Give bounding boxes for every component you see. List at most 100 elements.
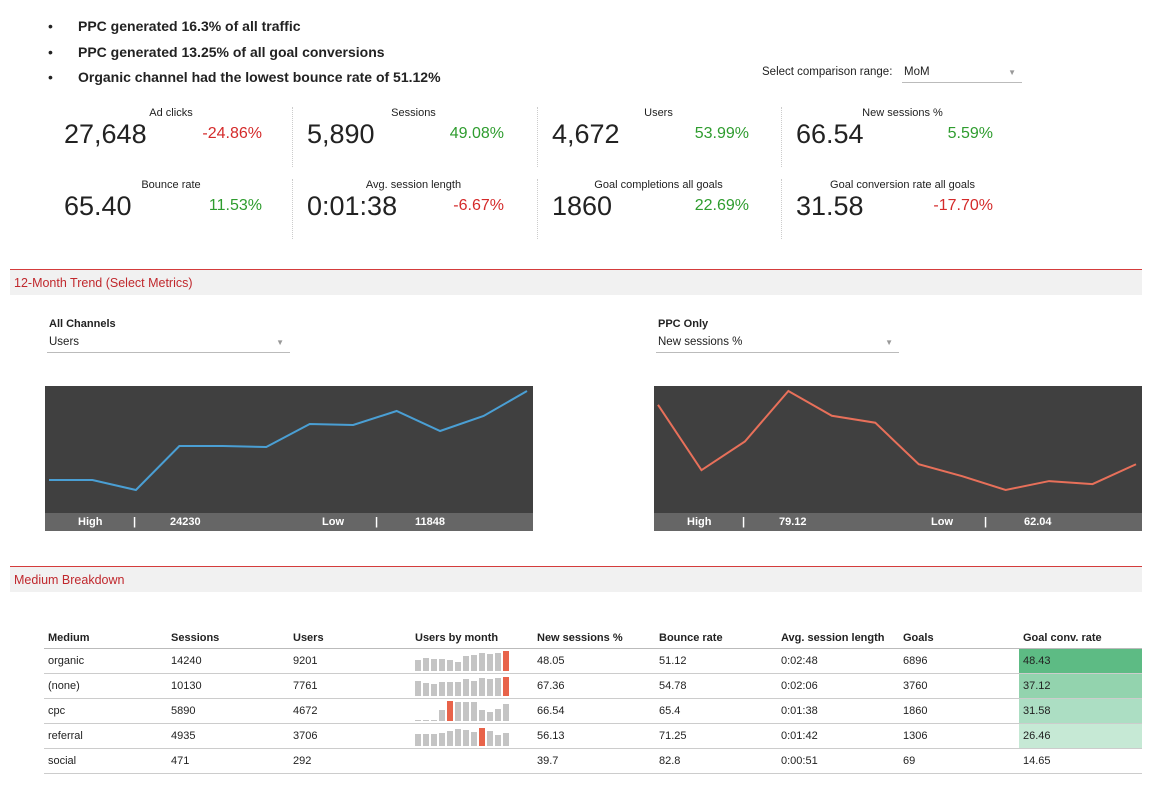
kpi-value: 0:01:38 xyxy=(307,191,398,221)
column-header[interactable]: Goals xyxy=(899,628,1019,649)
kpi-card: Ad clicks 27,648 -24.86% xyxy=(50,107,292,167)
dropdown-arrow-icon: ▼ xyxy=(885,338,893,347)
table-row: social 471 292 39.7 82.8 0:00:51 69 14.65 xyxy=(44,748,1142,774)
low-label: Low xyxy=(322,516,344,528)
comparison-value: MoM xyxy=(904,66,930,78)
ppc-only-label: PPC Only xyxy=(658,318,709,330)
kpi-change: 11.53% xyxy=(208,197,262,214)
month-bar xyxy=(415,659,421,671)
kpi-label: Bounce rate xyxy=(141,179,201,191)
table-cell: 1860 xyxy=(899,698,1019,724)
table-cell: 31.58 xyxy=(1019,698,1142,724)
kpi-change: -6.67% xyxy=(453,197,504,214)
table-cell: 82.8 xyxy=(655,748,777,774)
table-cell: 1306 xyxy=(899,723,1019,749)
metric-value: Users xyxy=(49,336,80,348)
series-line xyxy=(49,390,528,492)
month-bar xyxy=(471,655,477,671)
kpi-label: New sessions % xyxy=(862,107,943,119)
ppc-sparkline-chart: High | 79.12 Low | 62.04 xyxy=(654,386,1142,531)
kpi-label: Ad clicks xyxy=(149,107,193,119)
month-bar xyxy=(479,652,485,671)
month-bar xyxy=(463,656,469,671)
table-cell: 56.13 xyxy=(533,723,655,749)
table-cell: 0:00:51 xyxy=(777,748,899,774)
all-channels-metric-select[interactable]: Users ▼ xyxy=(47,336,290,353)
month-bar xyxy=(503,650,509,671)
month-bar xyxy=(487,654,493,671)
month-bar xyxy=(487,731,493,746)
kpi-label: Goal conversion rate all goals xyxy=(830,179,975,191)
table-cell: 471 xyxy=(167,748,289,774)
month-bar xyxy=(471,681,477,696)
month-bar xyxy=(479,709,485,721)
column-header[interactable]: Medium xyxy=(44,628,167,649)
month-bar xyxy=(439,658,445,671)
column-header[interactable]: Users xyxy=(289,628,411,649)
column-header[interactable]: Users by month xyxy=(411,628,533,649)
ppc-metric-select[interactable]: New sessions % ▼ xyxy=(656,336,899,353)
table-row: cpc 5890 4672 66.54 65.4 0:01:38 1860 31.58 xyxy=(44,698,1142,724)
kpi-value: 27,648 xyxy=(64,119,147,149)
table-cell: (none) xyxy=(44,673,167,699)
column-header[interactable]: Avg. session length xyxy=(777,628,899,649)
users-by-month-sparkbars xyxy=(411,648,533,674)
month-bar xyxy=(439,682,445,696)
table-cell: 14.65 xyxy=(1019,748,1142,774)
table-row: referral 4935 3706 56.13 71.25 0:01:42 1306 26.… xyxy=(44,723,1142,749)
month-bar xyxy=(447,700,453,721)
kpi-value: 4,672 xyxy=(552,119,620,149)
month-bar xyxy=(455,701,461,721)
column-header[interactable]: Goal conv. rate xyxy=(1019,628,1142,649)
month-bar xyxy=(503,704,509,721)
kpi-card: New sessions % 66.54 5.59% xyxy=(781,107,1023,167)
kpi-card: Sessions 5,890 49.08% xyxy=(292,107,534,167)
kpi-card: Goal conversion rate all goals 31.58 -17… xyxy=(781,179,1023,239)
table-cell: organic xyxy=(44,648,167,674)
column-header[interactable]: Sessions xyxy=(167,628,289,649)
medium-breakdown-table: Medium Sessions Users Users by month New ses… xyxy=(44,628,1142,774)
month-bar xyxy=(495,677,501,696)
insight: PPC generated 13.25% of all goal convers… xyxy=(48,40,441,66)
column-header[interactable]: Bounce rate xyxy=(655,628,777,649)
month-bar xyxy=(479,677,485,696)
chart-footer: High | 24230 Low | 11848 xyxy=(45,513,533,531)
month-bar xyxy=(455,729,461,746)
column-header[interactable]: New sessions % xyxy=(533,628,655,649)
kpi-change: 49.08% xyxy=(449,125,504,142)
table-row: organic 14240 9201 48.05 51.12 0:02:48 6896 48.… xyxy=(44,648,1142,674)
chart-footer: High | 79.12 Low | 62.04 xyxy=(654,513,1142,531)
table-cell: 0:01:38 xyxy=(777,698,899,724)
month-bar xyxy=(447,659,453,671)
month-bar xyxy=(423,682,429,696)
month-bar xyxy=(431,733,437,746)
users-by-month-sparkbars xyxy=(411,673,533,699)
users-by-month-sparkbars xyxy=(411,748,533,774)
table-row: (none) 10130 7761 67.36 54.78 0:02:06 3760 37.1… xyxy=(44,673,1142,699)
kpi-card: Bounce rate 65.40 11.53% xyxy=(50,179,292,239)
kpi-change: -24.86% xyxy=(202,125,262,142)
month-bar xyxy=(455,661,461,671)
month-bar xyxy=(423,719,429,721)
table-cell: 6896 xyxy=(899,648,1019,674)
users-by-month-sparkbars xyxy=(411,698,533,724)
table-cell: 39.7 xyxy=(533,748,655,774)
kpi-label: Goal completions all goals xyxy=(594,179,723,191)
kpi-card: Avg. session length 0:01:38 -6.67% xyxy=(292,179,534,239)
kpi-label: Avg. session length xyxy=(365,179,462,191)
table-cell: 71.25 xyxy=(655,723,777,749)
month-bar xyxy=(447,731,453,746)
month-bar xyxy=(423,657,429,671)
table-cell: 51.12 xyxy=(655,648,777,674)
low-value: 62.04 xyxy=(1024,516,1052,528)
high-label: High xyxy=(78,516,103,528)
table-cell: 4935 xyxy=(167,723,289,749)
dropdown-arrow-icon: ▼ xyxy=(1008,68,1016,77)
table-cell: 7761 xyxy=(289,673,411,699)
table-cell: 10130 xyxy=(167,673,289,699)
month-bar xyxy=(415,719,421,721)
month-bar xyxy=(503,676,509,696)
month-bar xyxy=(439,709,445,721)
comparison-range-select[interactable]: MoM ▼ xyxy=(902,66,1022,83)
kpi-change: -17.70% xyxy=(933,197,993,214)
